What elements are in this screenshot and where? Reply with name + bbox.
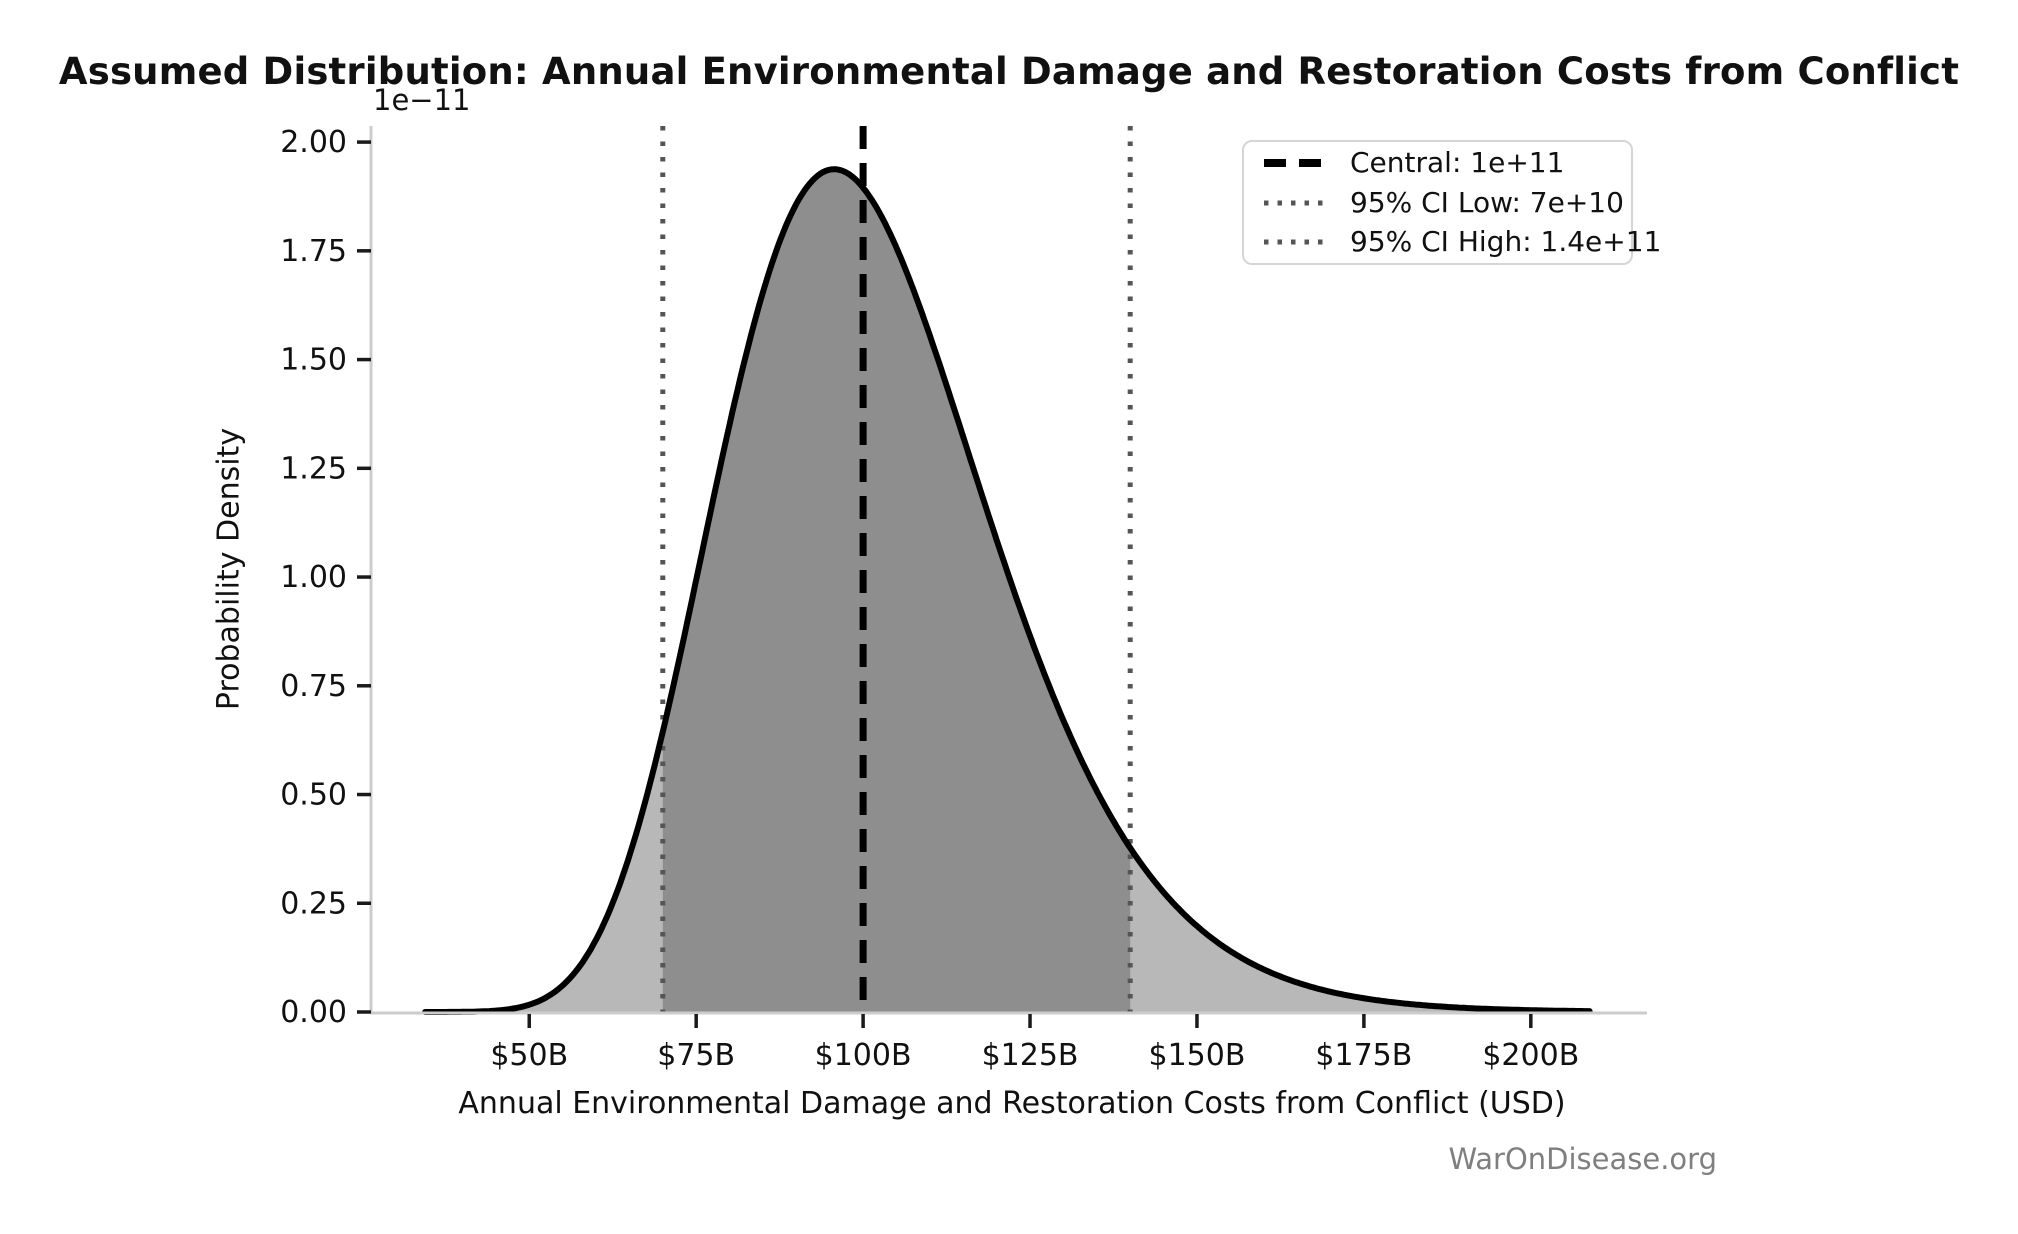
legend-item: 95% CI High: 1.4e+11 [1262,227,1661,257]
y-tick-label: 1.25 [280,451,347,486]
density-fill-ci [662,169,1131,1012]
y-tick-label: 0.75 [280,669,347,704]
y-tick-label: 2.00 [280,125,347,160]
watermark: WarOnDisease.org [1448,1142,1717,1176]
legend-item: 95% CI Low: 7e+10 [1262,188,1624,218]
x-tick-label: $150B [1148,1038,1245,1073]
y-tick-label: 1.50 [280,343,347,378]
legend-label: 95% CI Low: 7e+10 [1350,185,1624,219]
density-curve [422,166,1593,1015]
legend-item: Central: 1e+11 [1262,148,1613,178]
legend-dotted-line-icon [1264,200,1326,205]
legend-label: 95% CI High: 1.4e+11 [1350,225,1662,259]
x-tick-label: $125B [982,1038,1079,1073]
y-tick-label: 0.50 [280,778,347,813]
y-tick-label: 1.75 [280,234,347,269]
y-axis-offset-text: 1e−11 [373,83,471,117]
x-axis-label: Annual Environmental Damage and Restorat… [458,1086,1566,1121]
x-tick-label: $175B [1315,1038,1412,1073]
legend-label: Central: 1e+11 [1350,145,1565,179]
x-tick-label: $50B [490,1038,568,1073]
legend-dotted-line-icon [1264,239,1326,245]
x-tick-label: $75B [657,1038,735,1073]
legend-dashed-line-icon [1264,158,1326,167]
y-tick-label: 0.25 [280,886,347,921]
legend: Central: 1e+11 95% CI Low: 7e+10 95% CI Hi… [1242,140,1661,265]
page-title: Assumed Distribution: Annual Environment… [58,50,1960,93]
x-tick-label: $100B [815,1038,912,1073]
y-tick-label: 0.00 [280,995,347,1030]
x-tick-label: $200B [1482,1038,1579,1073]
y-tick-label: 1.00 [280,560,347,595]
